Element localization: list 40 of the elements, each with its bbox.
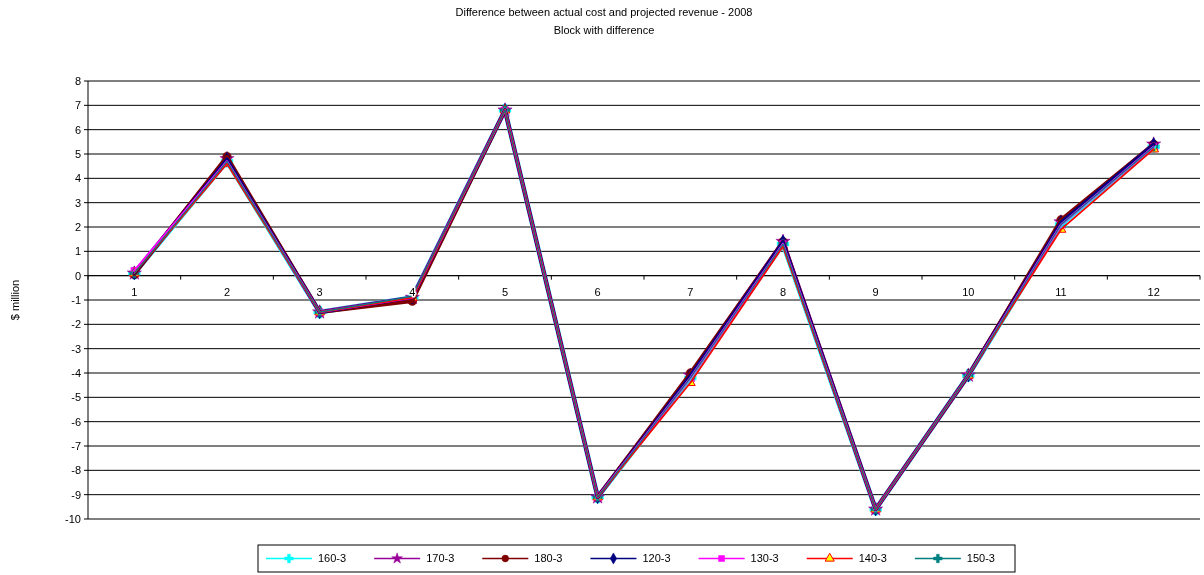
x-tick-label: 11 bbox=[1055, 285, 1067, 298]
chart-title: Difference between actual cost and projected revenue - 2008 bbox=[455, 6, 753, 18]
y-tick-label: 4 bbox=[74, 172, 81, 185]
x-tick-label: 10 bbox=[962, 285, 975, 298]
legend-label: 130-3 bbox=[750, 552, 779, 565]
x-tick-label: 3 bbox=[316, 285, 323, 298]
x-tick-label: 9 bbox=[872, 285, 879, 298]
x-tick-label: 6 bbox=[594, 285, 601, 298]
y-tick-label: 0 bbox=[74, 269, 81, 282]
legend-label: 170-3 bbox=[426, 552, 455, 565]
y-tick-label: -7 bbox=[71, 439, 81, 452]
y-tick-label: 8 bbox=[74, 74, 81, 87]
legend-label: 140-3 bbox=[858, 552, 887, 565]
y-tick-label: -5 bbox=[71, 391, 81, 404]
y-tick-label: -3 bbox=[71, 342, 81, 355]
y-tick-label: -6 bbox=[71, 415, 81, 428]
y-tick-label: 1 bbox=[74, 245, 81, 258]
y-tick-label: 7 bbox=[74, 99, 81, 112]
y-tick-label: -1 bbox=[71, 293, 81, 306]
y-tick-label: 5 bbox=[74, 147, 81, 160]
chart-subtitle: Block with difference bbox=[553, 24, 655, 36]
x-tick-label: 1 bbox=[131, 285, 138, 298]
x-tick-label: 2 bbox=[223, 285, 231, 298]
y-axis-title: $ million bbox=[9, 279, 21, 321]
y-tick-label: 6 bbox=[74, 123, 81, 136]
legend-label: 160-3 bbox=[318, 552, 347, 565]
y-tick-label: 2 bbox=[74, 220, 81, 233]
y-tick-label: -9 bbox=[71, 488, 81, 501]
x-tick-label: 7 bbox=[687, 285, 694, 298]
legend-label: 180-3 bbox=[534, 552, 563, 565]
y-tick-label: -4 bbox=[71, 366, 81, 379]
y-tick-label: 3 bbox=[74, 196, 81, 209]
x-tick-label: 5 bbox=[501, 285, 509, 298]
y-tick-label: -10 bbox=[65, 512, 81, 525]
y-tick-label: -8 bbox=[71, 464, 81, 477]
legend-label: 120-3 bbox=[642, 552, 671, 565]
x-tick-label: 8 bbox=[779, 285, 787, 298]
x-tick-label: 12 bbox=[1147, 285, 1160, 298]
y-tick-label: -2 bbox=[71, 318, 81, 331]
legend-label: 150-3 bbox=[966, 552, 995, 565]
